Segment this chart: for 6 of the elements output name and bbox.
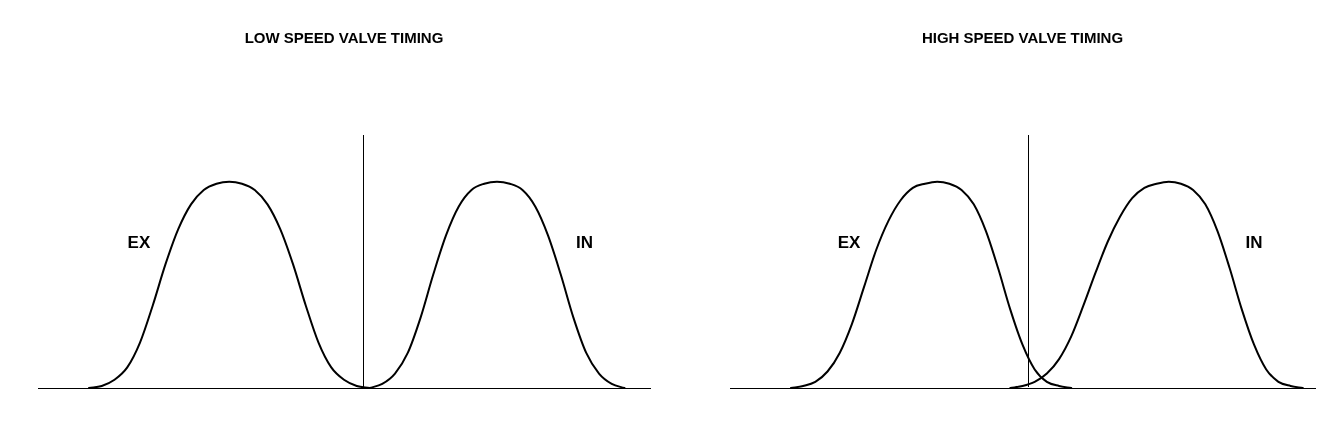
chart-title: LOW SPEED VALVE TIMING: [244, 29, 444, 47]
chart-title: HIGH SPEED VALVE TIMING: [921, 29, 1124, 47]
series-label: IN: [576, 233, 593, 253]
series-label: EX: [127, 233, 151, 253]
series-label: EX: [837, 233, 862, 253]
series-label: IN: [1245, 233, 1263, 253]
